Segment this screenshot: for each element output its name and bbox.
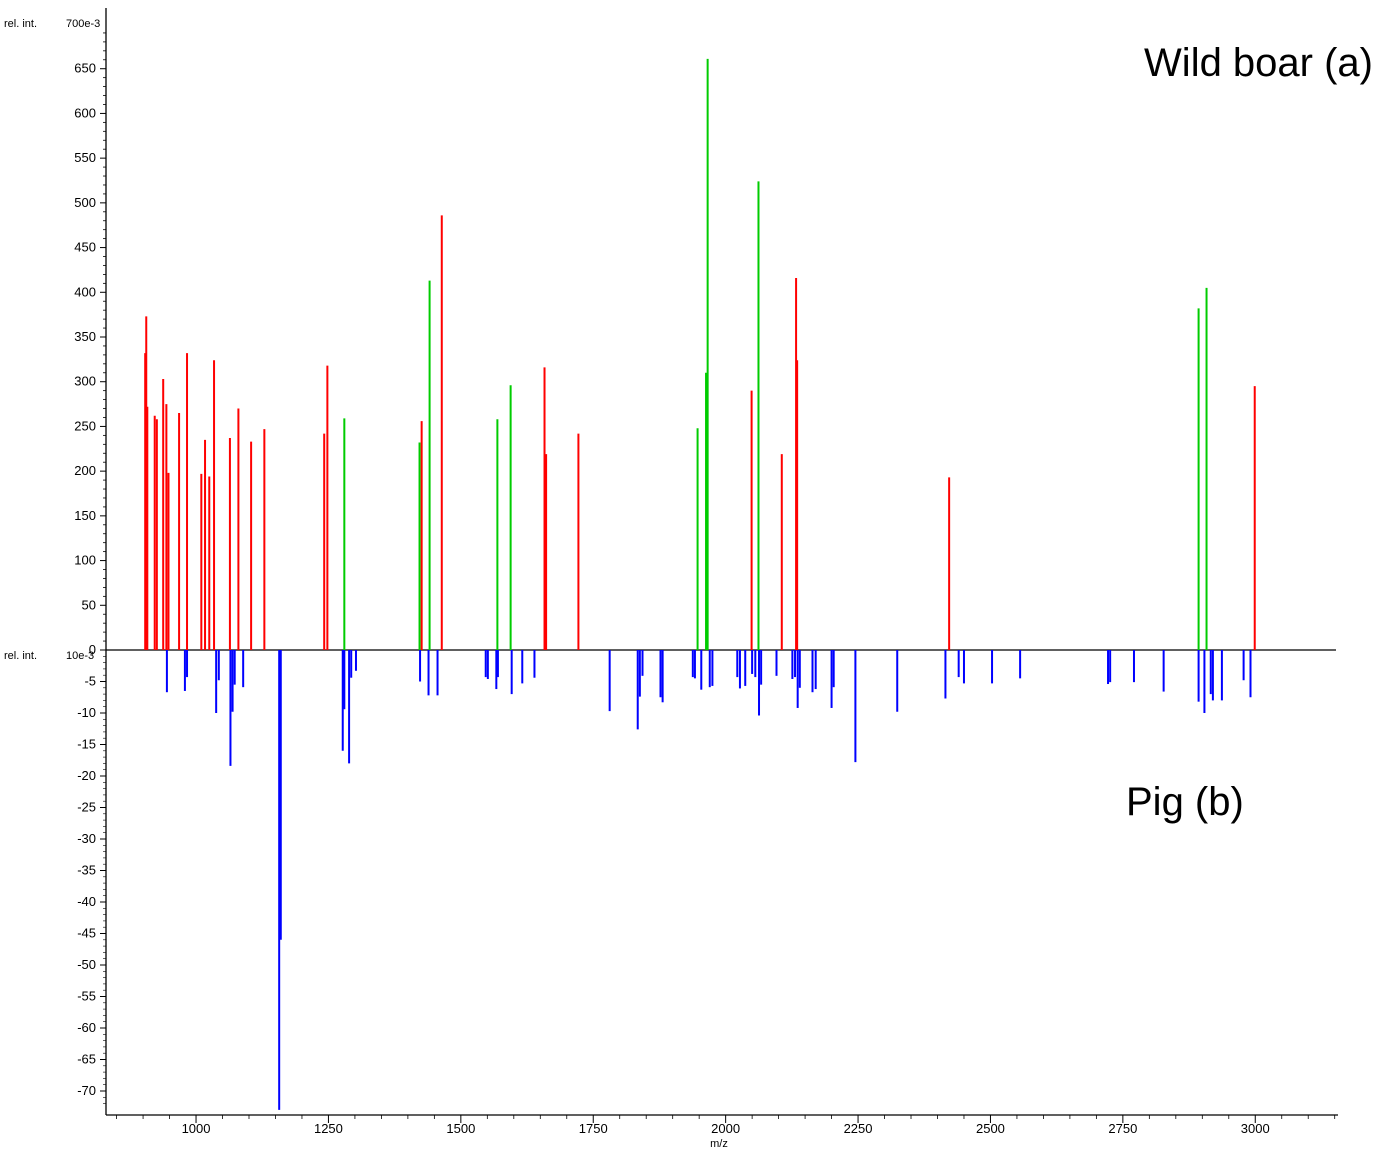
x-tick-label: 1750 [579,1121,608,1136]
y-tick-label-bottom: -50 [77,957,96,972]
y-tick-label-bottom: -5 [84,674,96,689]
y-tick-label-bottom: -15 [77,737,96,752]
y-tick-label-bottom: -45 [77,926,96,941]
panel-label-top: Wild boar (a) [1144,41,1373,85]
y-tick-label-top: 450 [74,240,96,255]
labels-group: 0 50 100 150 200 250 300 350 400 450 500 550 600 650 -… [4,18,1373,1150]
y-tick-label-bottom: -65 [77,1052,96,1067]
x-tick-label: 2250 [844,1121,873,1136]
y-tick-label-top: 650 [74,61,96,76]
y-tick-label-top: 400 [74,284,96,299]
y-tick-label-top: 550 [74,150,96,165]
y-axis-label-bottom: rel. int. [4,650,37,662]
wild-boar-peaks [144,58,1256,650]
y-tick-label-top: 150 [74,508,96,523]
y-tick-label-bottom: -60 [77,1020,96,1035]
y-tick-label-bottom: -40 [77,894,96,909]
y-tick-label-bottom: -30 [77,831,96,846]
y-tick-label-top: 250 [74,418,96,433]
y-tick-label-top: 50 [82,597,96,612]
y-axis-unit-bottom: 10e-3 [66,650,94,662]
y-tick-label-top: 100 [74,553,96,568]
y-tick-label-top: 200 [74,463,96,478]
panel-label-bottom: Pig (b) [1126,780,1244,824]
y-axis-label-top: rel. int. [4,18,37,30]
y-tick-label-top: 300 [74,374,96,389]
axes-group [100,8,1338,1123]
y-tick-label-top: 600 [74,105,96,120]
y-tick-label-bottom: -25 [77,800,96,815]
x-axis-label: m/z [710,1138,728,1150]
y-tick-label-top: 500 [74,195,96,210]
y-tick-label-bottom: -35 [77,863,96,878]
y-tick-label-bottom: -55 [77,989,96,1004]
x-tick-label: 1000 [182,1121,211,1136]
x-tick-label: 2750 [1108,1121,1137,1136]
x-tick-label: 1250 [314,1121,343,1136]
y-axis-unit-top: 700e-3 [66,18,100,30]
y-tick-label-bottom: -70 [77,1083,96,1098]
y-tick-label-top: 350 [74,329,96,344]
y-tick-label-top: 0 [89,642,96,657]
x-tick-label: 3000 [1241,1121,1270,1136]
x-tick-label: 2000 [711,1121,740,1136]
x-tick-label: 2500 [976,1121,1005,1136]
x-tick-label: 1500 [446,1121,475,1136]
y-tick-label-bottom: -20 [77,768,96,783]
y-tick-label-bottom: -10 [77,705,96,720]
pig-peaks [165,650,1252,1110]
